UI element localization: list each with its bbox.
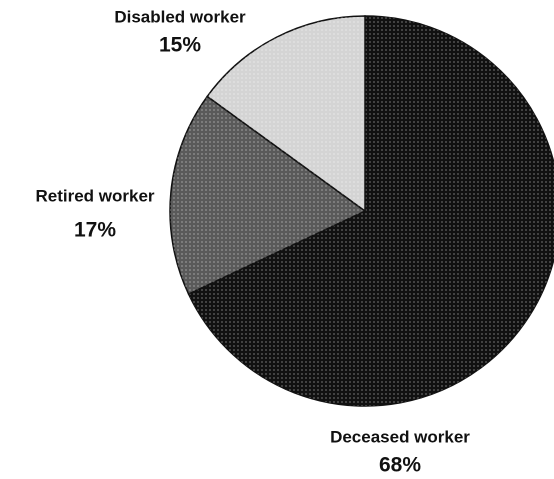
slice-texture xyxy=(188,16,554,406)
slice-texture xyxy=(170,96,365,295)
pie xyxy=(169,15,554,407)
category-label: Retired worker xyxy=(35,186,154,205)
value-label: 17% xyxy=(74,219,116,242)
labels: Deceased worker 68% Retired worker 17% Disab… xyxy=(35,7,470,476)
category-label: Disabled worker xyxy=(114,7,246,26)
slice-texture xyxy=(207,16,365,211)
value-label: 15% xyxy=(159,34,201,57)
value-label: 68% xyxy=(379,454,421,477)
category-label: Deceased worker xyxy=(330,427,470,446)
